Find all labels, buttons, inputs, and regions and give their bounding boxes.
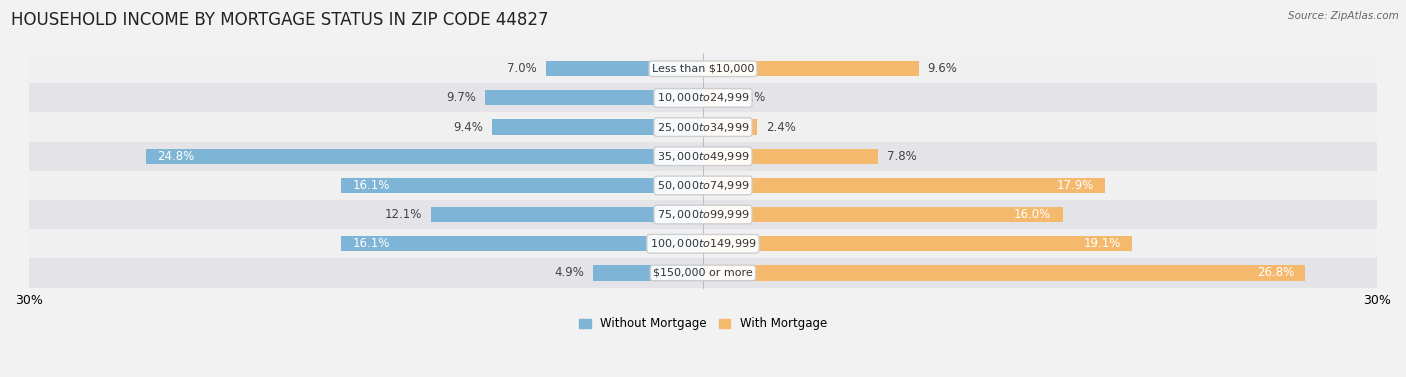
Text: $25,000 to $34,999: $25,000 to $34,999: [657, 121, 749, 133]
Text: Less than $10,000: Less than $10,000: [652, 64, 754, 74]
Text: 9.6%: 9.6%: [928, 62, 957, 75]
Text: $75,000 to $99,999: $75,000 to $99,999: [657, 208, 749, 221]
Bar: [30, 229, 1376, 258]
Text: 19.1%: 19.1%: [1084, 237, 1121, 250]
Bar: [30, 54, 1376, 83]
Text: 7.8%: 7.8%: [887, 150, 917, 163]
Text: 7.0%: 7.0%: [508, 62, 537, 75]
Bar: [703, 265, 1305, 280]
Bar: [432, 207, 703, 222]
Text: 0.71%: 0.71%: [728, 91, 765, 104]
Text: 17.9%: 17.9%: [1056, 179, 1094, 192]
Bar: [703, 178, 1105, 193]
Bar: [342, 178, 703, 193]
Text: 4.9%: 4.9%: [554, 267, 583, 279]
Bar: [703, 61, 918, 76]
Bar: [342, 236, 703, 251]
Text: 26.8%: 26.8%: [1257, 267, 1294, 279]
Bar: [30, 142, 1376, 171]
Text: $100,000 to $149,999: $100,000 to $149,999: [650, 237, 756, 250]
Bar: [703, 236, 1132, 251]
Text: 16.0%: 16.0%: [1014, 208, 1052, 221]
Text: $150,000 or more: $150,000 or more: [654, 268, 752, 278]
Bar: [30, 112, 1376, 142]
Text: 24.8%: 24.8%: [157, 150, 194, 163]
Text: $50,000 to $74,999: $50,000 to $74,999: [657, 179, 749, 192]
Bar: [492, 120, 703, 135]
Text: 9.7%: 9.7%: [446, 91, 477, 104]
Bar: [703, 120, 756, 135]
Text: 2.4%: 2.4%: [766, 121, 796, 133]
Text: 12.1%: 12.1%: [385, 208, 422, 221]
Bar: [146, 149, 703, 164]
Text: $10,000 to $24,999: $10,000 to $24,999: [657, 91, 749, 104]
Bar: [30, 171, 1376, 200]
Bar: [593, 265, 703, 280]
Bar: [546, 61, 703, 76]
Bar: [30, 258, 1376, 288]
Text: Source: ZipAtlas.com: Source: ZipAtlas.com: [1288, 11, 1399, 21]
Legend: Without Mortgage, With Mortgage: Without Mortgage, With Mortgage: [574, 313, 832, 335]
Bar: [485, 90, 703, 106]
Text: 16.1%: 16.1%: [353, 237, 389, 250]
Bar: [703, 207, 1063, 222]
Text: 9.4%: 9.4%: [453, 121, 482, 133]
Text: $35,000 to $49,999: $35,000 to $49,999: [657, 150, 749, 163]
Bar: [703, 90, 718, 106]
Text: 16.1%: 16.1%: [353, 179, 389, 192]
Text: HOUSEHOLD INCOME BY MORTGAGE STATUS IN ZIP CODE 44827: HOUSEHOLD INCOME BY MORTGAGE STATUS IN Z…: [11, 11, 548, 29]
Bar: [30, 83, 1376, 112]
Bar: [703, 149, 879, 164]
Bar: [30, 200, 1376, 229]
